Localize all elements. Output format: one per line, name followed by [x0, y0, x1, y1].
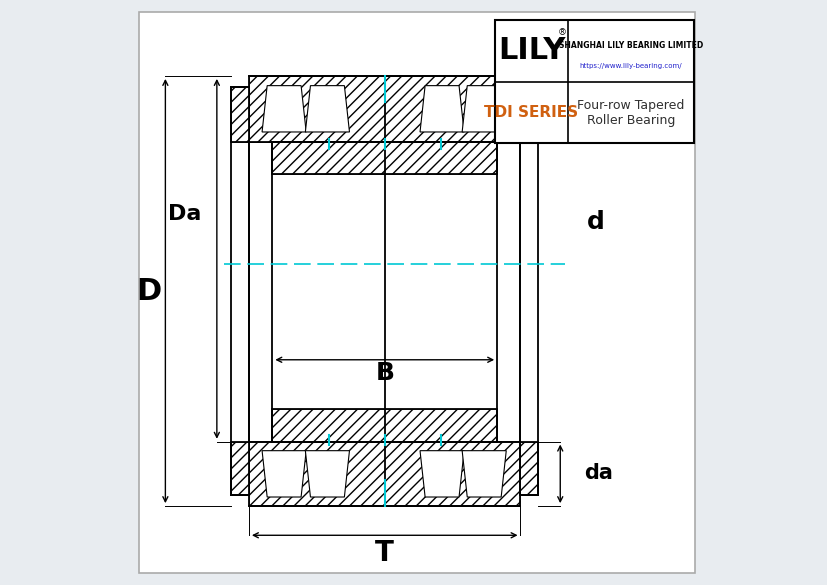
Bar [249, 76, 520, 142]
Bar [249, 442, 520, 506]
Text: T: T [375, 539, 394, 567]
Bar [520, 442, 538, 495]
Polygon shape [305, 85, 349, 132]
Bar [249, 76, 520, 142]
Text: B: B [375, 361, 394, 386]
Text: TDI SERIES: TDI SERIES [484, 105, 578, 120]
Bar [520, 442, 538, 495]
Text: da: da [583, 463, 612, 483]
Bar [232, 442, 249, 495]
Text: D: D [136, 277, 161, 306]
Bar [249, 442, 520, 506]
Bar [272, 409, 496, 442]
Text: SHANGHAI LILY BEARING LIMITED: SHANGHAI LILY BEARING LIMITED [558, 40, 702, 50]
Polygon shape [305, 450, 349, 497]
Bar [232, 87, 249, 142]
Polygon shape [262, 85, 306, 132]
Polygon shape [461, 450, 505, 497]
Polygon shape [262, 450, 306, 497]
Bar [249, 142, 520, 442]
Bar [272, 409, 496, 442]
Text: Da: Da [168, 204, 201, 223]
Text: d: d [586, 210, 604, 235]
Polygon shape [461, 85, 505, 132]
Bar [495, 20, 693, 143]
Bar [272, 142, 496, 174]
Text: LILY: LILY [497, 36, 565, 65]
Bar [520, 87, 538, 142]
Text: https://www.lily-bearing.com/: https://www.lily-bearing.com/ [579, 63, 681, 69]
Bar [272, 142, 496, 174]
Bar [520, 87, 538, 142]
Text: Four-row Tapered
Roller Bearing: Four-row Tapered Roller Bearing [576, 99, 684, 126]
Polygon shape [419, 85, 464, 132]
Bar [232, 87, 249, 142]
Text: ®: ® [557, 28, 566, 37]
Bar [232, 442, 249, 495]
Polygon shape [419, 450, 464, 497]
